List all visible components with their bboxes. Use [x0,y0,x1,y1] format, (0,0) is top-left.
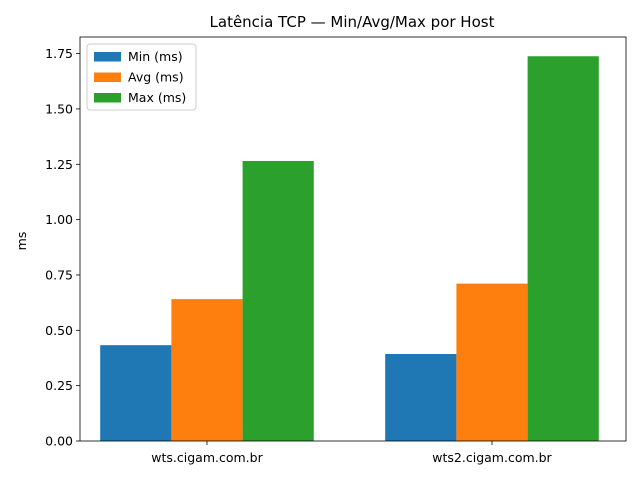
legend: Min (ms) Avg (ms) Max (ms) [86,43,197,111]
y-tick-label: 1.25 [45,157,73,172]
y-tick-label: 1.00 [45,212,73,227]
legend-label: Max (ms) [128,90,186,105]
y-tick-label: 1.75 [45,46,73,61]
bar [242,160,314,441]
legend-swatch [94,52,121,62]
legend-swatch [94,93,121,103]
bar [171,299,243,441]
axes: 0.00 0.25 0.50 0.75 1.00 1.25 1.50 1.75 wts.ciga… [45,36,627,465]
x-tick-label: wts2.cigam.com.br [432,450,552,465]
bar [456,283,528,441]
bars [100,56,599,441]
legend-swatch [94,72,121,82]
chart-title: Latência TCP — Min/Avg/Max por Host [210,13,495,31]
y-axis-label: ms [14,232,29,251]
y-tick-label: 0.75 [45,267,73,282]
bar [100,345,172,441]
x-tick-label: wts.cigam.com.br [151,450,263,465]
legend-label: Min (ms) [128,49,183,64]
y-tick-label: 0.50 [45,323,73,338]
plot-frame [79,36,627,442]
bar [385,354,457,441]
y-tick-label: 0.00 [45,434,73,449]
y-tick-label: 1.50 [45,101,73,116]
y-tick-label: 0.25 [45,378,73,393]
bar [527,56,599,441]
legend-label: Avg (ms) [128,70,184,85]
